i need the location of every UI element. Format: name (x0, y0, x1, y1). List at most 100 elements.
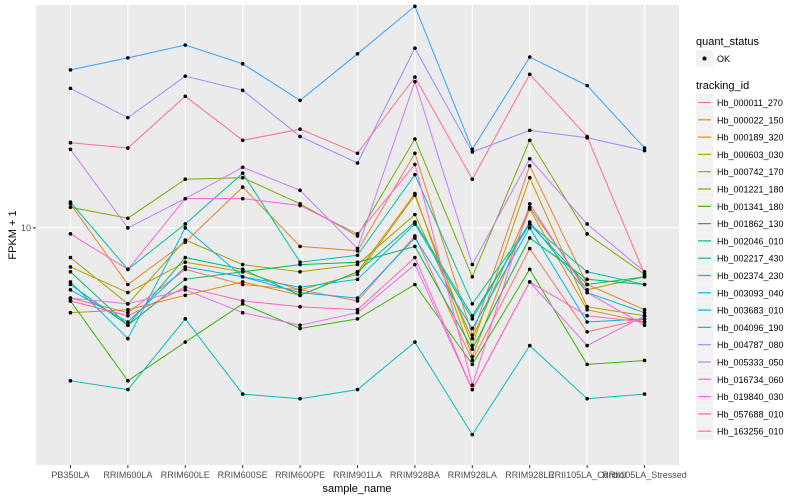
data-point (413, 236, 417, 240)
data-point (126, 320, 130, 324)
data-point (642, 358, 647, 363)
data-point (355, 299, 360, 303)
data-point (413, 162, 417, 167)
data-point (470, 432, 475, 437)
data-point (413, 75, 417, 79)
data-point (470, 302, 475, 306)
data-point (355, 317, 360, 321)
data-point (585, 83, 589, 88)
data-point (298, 285, 302, 289)
data-point (183, 277, 188, 282)
data-point (642, 274, 647, 279)
data-point (585, 396, 589, 401)
data-point (642, 307, 647, 312)
data-point (642, 282, 647, 287)
data-point (68, 68, 73, 72)
data-point (126, 336, 130, 341)
data-point (642, 317, 647, 321)
legend-label: Hb_004787_080 (717, 340, 784, 350)
data-point (413, 4, 417, 9)
data-point (183, 265, 188, 269)
data-point (585, 343, 589, 348)
data-point (527, 128, 532, 133)
data-point (298, 188, 302, 193)
legend-label-ok: OK (717, 54, 730, 64)
legend-label: Hb_000022_150 (717, 115, 784, 125)
data-point (413, 255, 417, 260)
data-point (68, 270, 73, 274)
data-point (240, 262, 245, 267)
data-point (240, 280, 245, 284)
data-point (183, 317, 188, 321)
data-point (527, 138, 532, 143)
x-tick-label: RRIM600LE (161, 470, 210, 480)
data-point (355, 161, 360, 165)
x-tick-label: RRIM901LA (333, 470, 382, 480)
data-point (126, 146, 130, 150)
data-point (298, 127, 302, 132)
data-point (527, 201, 532, 206)
data-point (642, 392, 647, 396)
data-point (68, 205, 73, 210)
legend-label: Hb_004096_190 (717, 323, 784, 333)
x-axis: PB350LA RRIM600LA RRIM600LE RRIM600SE RRIM60… (51, 465, 687, 480)
data-point (413, 262, 417, 267)
data-point (355, 387, 360, 392)
legend: quant_status OK tracking_id Hb_000011_27… (696, 36, 784, 440)
data-point (240, 175, 245, 180)
data-point (642, 270, 647, 274)
data-point (126, 323, 130, 328)
legend-label: Hb_016734_060 (717, 375, 784, 385)
y-axis-title: FPKM + 1 (7, 210, 19, 259)
data-point (298, 323, 302, 328)
data-point (355, 296, 360, 300)
data-point (240, 171, 245, 175)
y-tick-label: 10 (21, 223, 31, 233)
data-point (126, 387, 130, 392)
data-point (413, 340, 417, 344)
data-point (413, 137, 417, 141)
data-point (240, 88, 245, 93)
data-point (126, 313, 130, 318)
x-tick-label: RRIM600SE (218, 470, 268, 480)
data-point (470, 150, 475, 154)
data-point (585, 290, 589, 295)
data-point (240, 165, 245, 170)
data-point (183, 222, 188, 226)
legend-label: Hb_001862_130 (717, 219, 784, 229)
data-point (527, 72, 532, 77)
data-point (355, 260, 360, 264)
data-point (68, 282, 73, 287)
data-point (126, 290, 130, 295)
data-point (413, 244, 417, 249)
data-point (355, 307, 360, 312)
x-tick-label: RRIM600LA (103, 470, 152, 480)
data-point (183, 94, 188, 99)
data-point (527, 220, 532, 224)
data-point (68, 296, 73, 300)
legend-label: Hb_003683_010 (717, 306, 784, 316)
data-point (470, 147, 475, 152)
data-point (126, 307, 130, 312)
data-point (470, 262, 475, 267)
data-point (68, 232, 73, 236)
data-point (470, 274, 475, 279)
data-point (183, 288, 188, 292)
data-point (585, 282, 589, 287)
data-point (355, 270, 360, 274)
data-point (126, 310, 130, 315)
data-point (240, 299, 245, 303)
data-point (585, 304, 589, 309)
data-point (298, 290, 302, 295)
data-point (298, 98, 302, 103)
data-point (298, 293, 302, 298)
data-point (585, 313, 589, 318)
data-point (527, 175, 532, 180)
data-point (470, 177, 475, 182)
data-point (470, 313, 475, 318)
data-point (527, 156, 532, 161)
legend-label: Hb_000742_170 (717, 167, 784, 177)
x-tick-label: RRIM928BA (390, 470, 440, 480)
data-point (413, 193, 417, 198)
